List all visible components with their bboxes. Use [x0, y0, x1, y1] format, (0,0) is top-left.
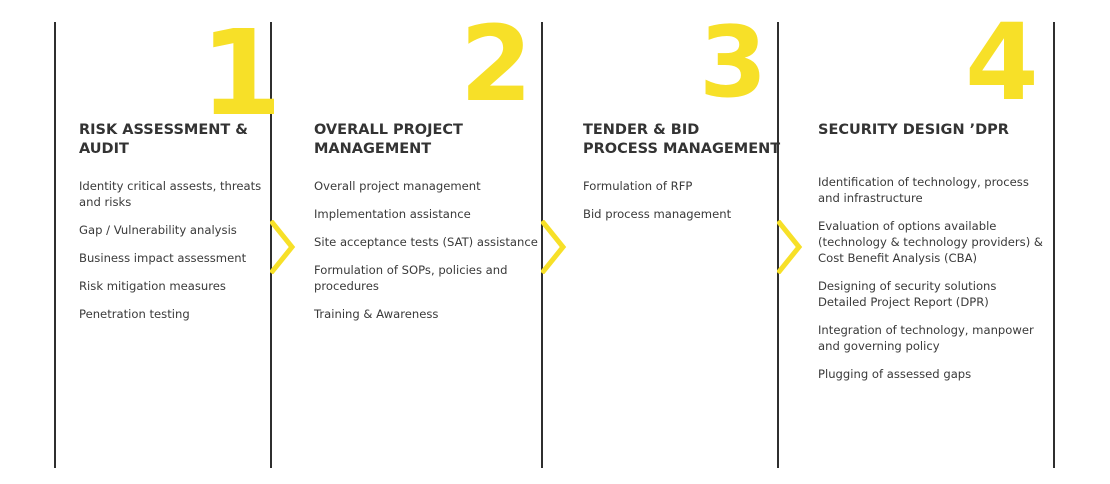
step-risk-assessment: 1 RISK ASSESSMENT & AUDIT Identity criti… — [0, 0, 282, 484]
divider-1-2 — [270, 22, 272, 468]
chevron-right-icon — [541, 220, 567, 274]
list-item: Evaluation of options available (technolo… — [818, 219, 1043, 265]
list-item: Formulation of SOPs, policies and procedu… — [314, 263, 508, 293]
chevron-right-icon — [270, 220, 296, 274]
step-project-management: 2 OVERALL PROJECT MANAGEMENT Overall pro… — [270, 0, 541, 484]
list-item: Designing of security solutions Detailed … — [818, 279, 997, 309]
step-number: 2 — [460, 3, 532, 125]
step-items-list: Overall project management Implementatio… — [314, 178, 538, 334]
step-title: RISK ASSESSMENT & AUDIT — [79, 122, 248, 157]
step-number: 1 — [200, 4, 282, 142]
list-item: Integration of technology, manpower and g… — [818, 323, 1034, 353]
step-items-list: Formulation of RFP Bid process managemen… — [583, 178, 731, 234]
step-items-list: Identification of technology, process and… — [818, 174, 1043, 394]
list-item: Implementation assistance — [314, 207, 471, 221]
step-title: OVERALL PROJECT MANAGEMENT — [314, 122, 463, 157]
list-item: Identity critical assests, threats and ri… — [79, 179, 262, 209]
step-title: TENDER & BID PROCESS MANAGEMENT — [583, 122, 781, 157]
divider-right — [1053, 22, 1055, 468]
step-security-design: 4 SECURITY DESIGN ’DPR Identification of… — [777, 0, 1053, 484]
list-item: Site acceptance tests (SAT) assistance — [314, 235, 538, 249]
list-item: Identification of technology, process and… — [818, 175, 1029, 205]
divider-left — [54, 22, 56, 468]
list-item: Overall project management — [314, 179, 481, 193]
list-item: Formulation of RFP — [583, 179, 693, 193]
step-items-list: Identity critical assests, threats and ri… — [79, 178, 261, 334]
list-item: Training & Awareness — [314, 307, 439, 321]
chevron-right-icon — [777, 220, 803, 274]
step-title: SECURITY DESIGN ’DPR — [818, 122, 1009, 138]
list-item: Business impact assessment — [79, 251, 247, 265]
list-item: Gap / Vulnerability analysis — [79, 223, 237, 237]
divider-3-4 — [777, 22, 779, 468]
list-item: Penetration testing — [79, 307, 190, 321]
step-number: 4 — [965, 1, 1039, 124]
divider-2-3 — [541, 22, 543, 468]
step-number: 3 — [699, 6, 767, 120]
list-item: Risk mitigation measures — [79, 279, 226, 293]
list-item: Bid process management — [583, 207, 732, 221]
list-item: Plugging of assessed gaps — [818, 367, 972, 381]
step-tender-bid: 3 TENDER & BID PROCESS MANAGEMENT Formul… — [541, 0, 781, 484]
